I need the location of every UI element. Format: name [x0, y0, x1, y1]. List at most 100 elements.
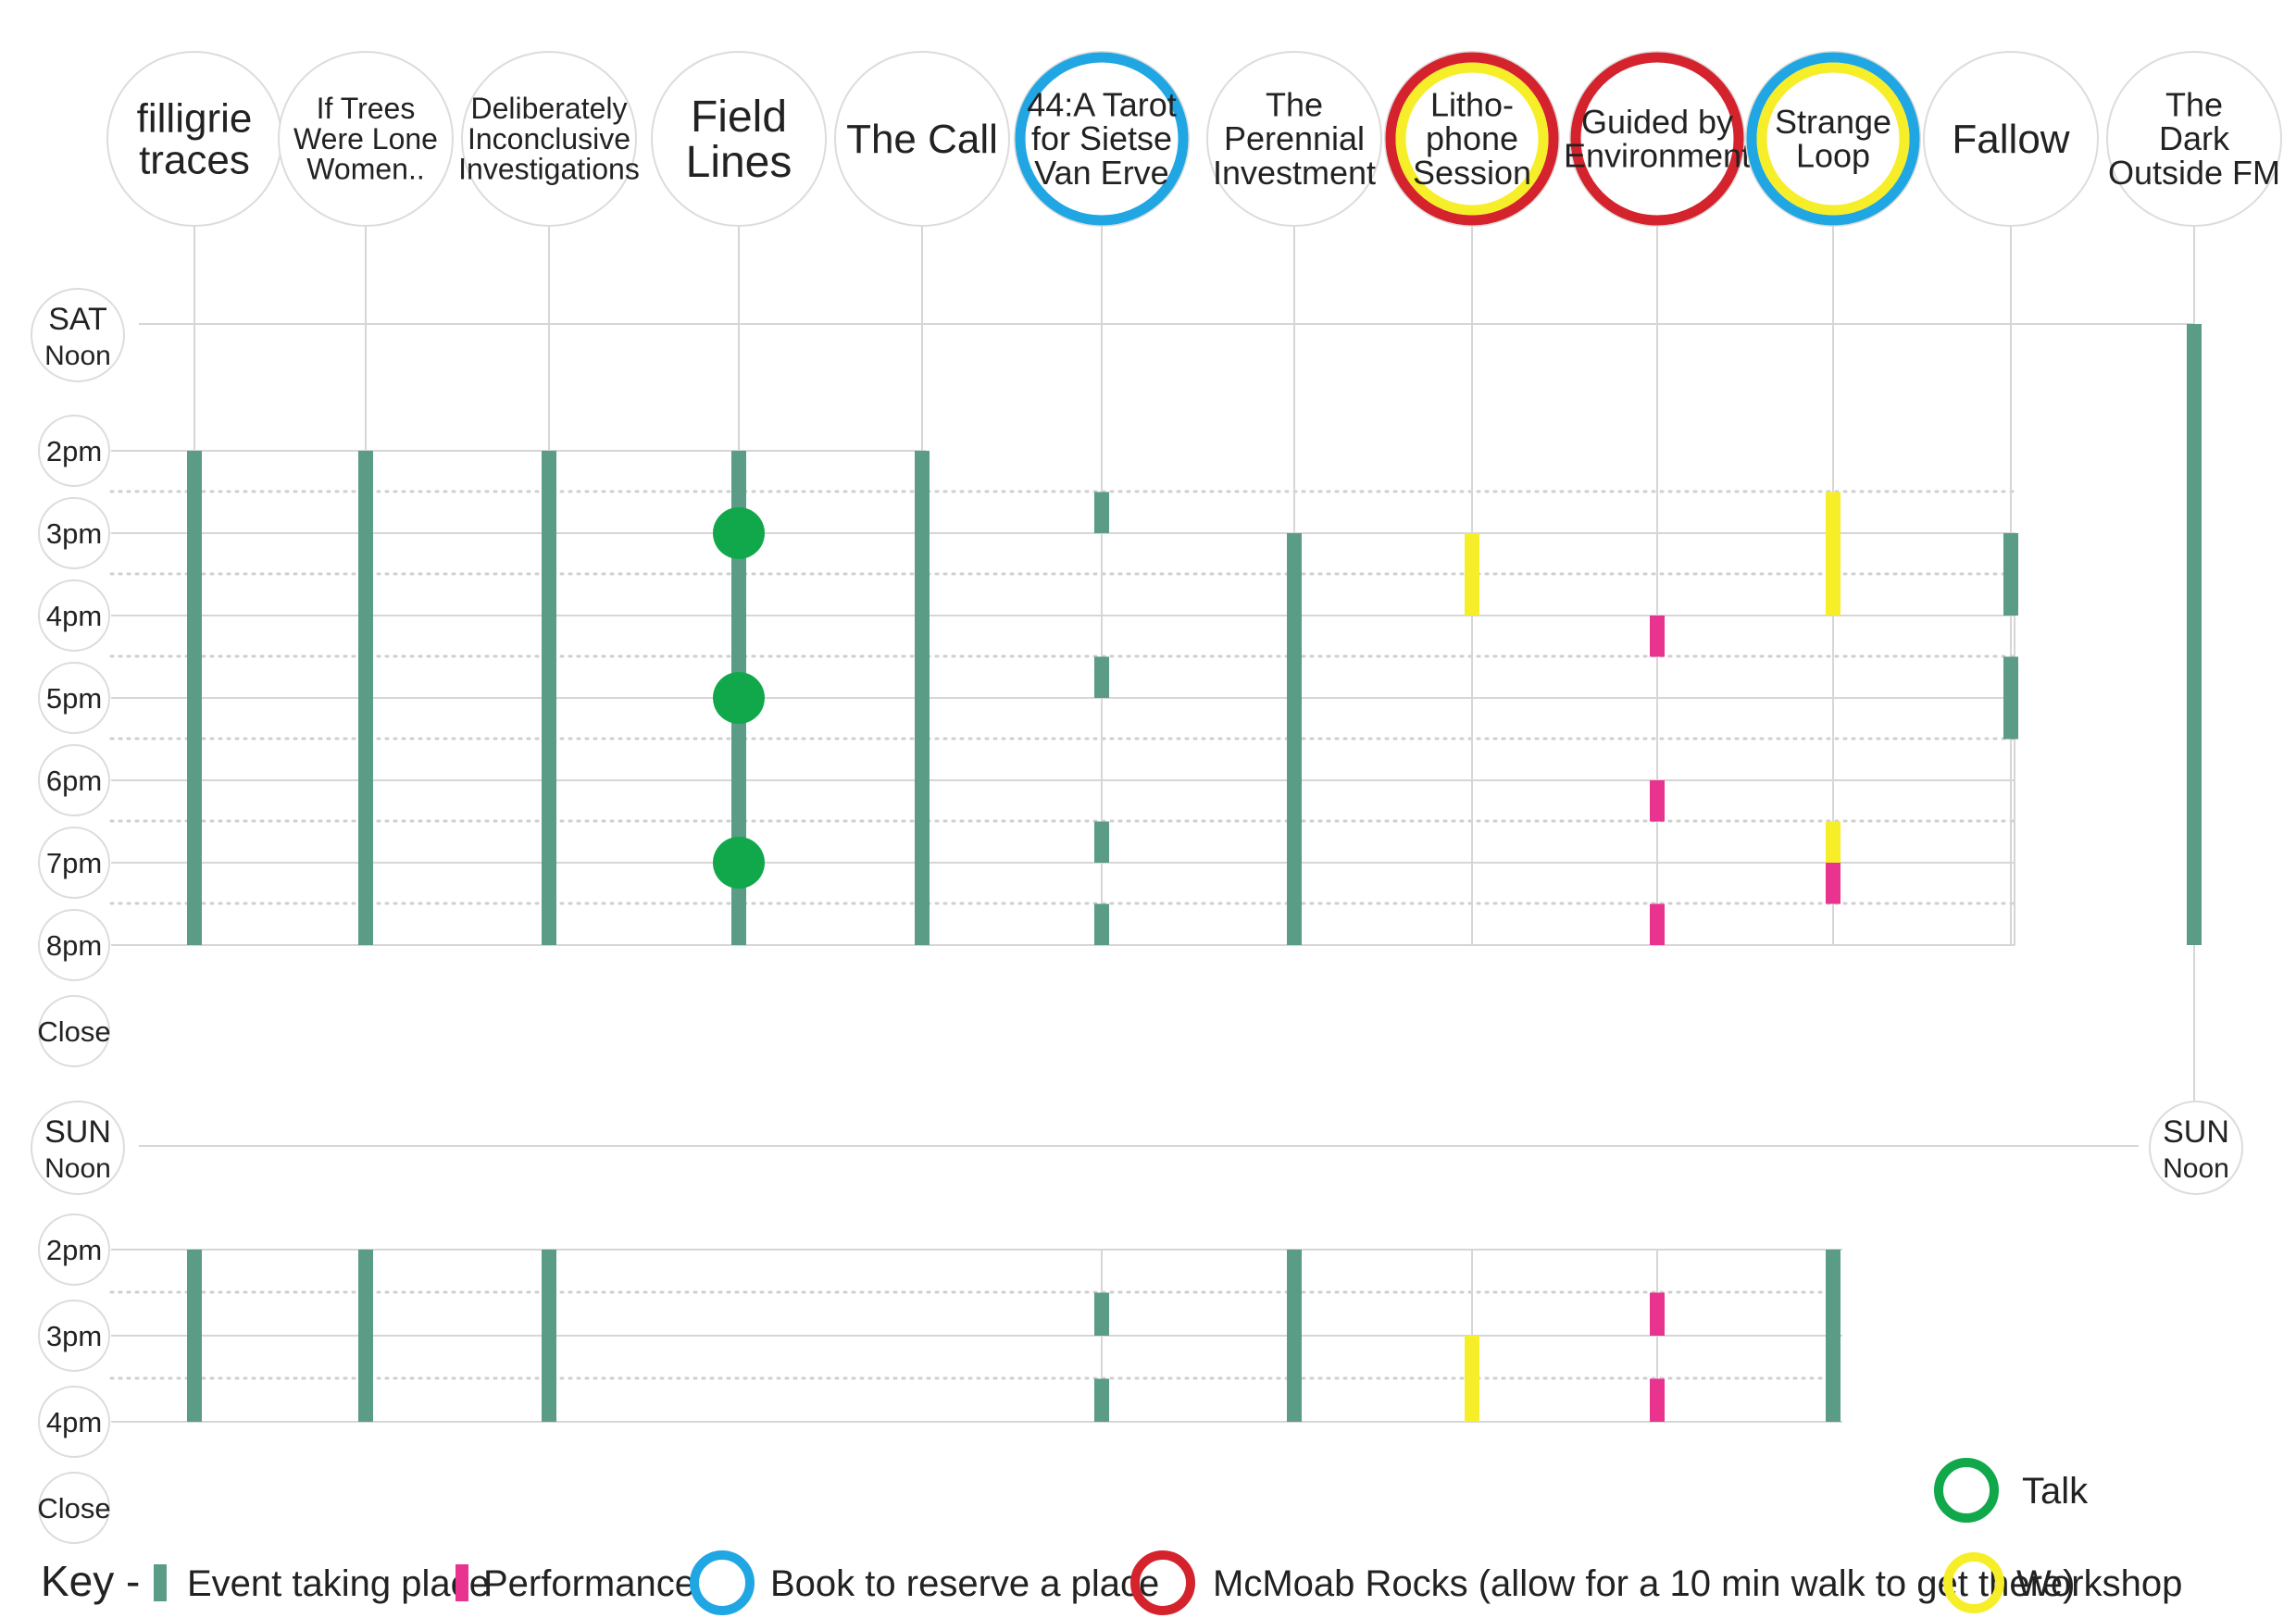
sunday-time-label: 2pm [38, 1214, 110, 1286]
event-title-line: for Sietse [1031, 119, 1172, 157]
time-circle [38, 744, 110, 816]
time-text: Close [37, 1492, 110, 1525]
time-text: 4pm [46, 1406, 102, 1438]
legend-performance-label: Performance [483, 1563, 695, 1604]
event-header: The Call [834, 51, 1010, 227]
legend-talk-ring [1934, 1458, 1999, 1523]
event-circle [2106, 51, 2282, 227]
sat-performance-bar [1826, 863, 1841, 904]
time-circle [38, 1386, 110, 1458]
event-title-line: The [1266, 86, 1323, 124]
talk-marker [713, 672, 765, 724]
event-circle [461, 51, 637, 227]
sat-performance-bar [1650, 616, 1665, 657]
sat-event-bar [542, 451, 556, 945]
legend-book-ring [690, 1550, 755, 1615]
event-title-line: Inconclusive [468, 122, 630, 156]
saturday-time-label: 3pm [38, 497, 110, 569]
time-text: 2pm [46, 435, 102, 467]
sun-event-bar [1826, 1250, 1841, 1422]
sat-event-bar [358, 451, 373, 945]
time-circle [38, 1214, 110, 1286]
sun-performance-bar [1650, 1292, 1665, 1336]
sun-performance-bar [1650, 1378, 1665, 1422]
noon-label: Noon [44, 1153, 111, 1184]
mcmoab-ring [1385, 52, 1559, 226]
time-text: 3pm [46, 1320, 102, 1352]
event-header: Fallow [1923, 51, 2099, 227]
saturday-time-label: 2pm [38, 415, 110, 487]
day-circle [31, 288, 125, 382]
legend-mcmoab-label: McMoab Rocks (allow for a 10 min walk to… [1213, 1563, 2075, 1604]
event-title-line: If Trees [317, 92, 416, 125]
event-title-line: The Call [846, 117, 998, 162]
event-title-line: Van Erve [1034, 154, 1168, 192]
event-title-line: Guided by [1581, 103, 1733, 141]
legend-workshop-ring [1943, 1552, 2004, 1613]
sat-event-bar [1094, 492, 1109, 533]
sat-workshop-bar [1826, 492, 1841, 616]
day-label: SUN [44, 1114, 111, 1150]
event-circle [278, 51, 454, 227]
legend-book-label: Book to reserve a place [770, 1563, 1159, 1604]
event-circle [651, 51, 827, 227]
sunday-time-label: Close [37, 1472, 111, 1544]
time-circle [38, 827, 110, 899]
time-text: 4pm [46, 600, 102, 632]
sat-performance-bar [1650, 903, 1665, 945]
event-title-line: phone [1426, 119, 1518, 157]
time-axis: SATNoonSUNNoonSUNNoon2pm3pm4pm5pm6pm7pm8… [31, 288, 2243, 1544]
book-ring [1746, 52, 1920, 226]
event-circle [1206, 51, 1382, 227]
time-text: 2pm [46, 1234, 102, 1266]
event-title-line: Strange [1775, 103, 1891, 141]
grid-lines [109, 226, 2195, 1423]
sat-workshop-bar [1465, 533, 1479, 616]
mcmoab-ring [1570, 52, 1744, 226]
event-circle [834, 51, 1010, 227]
sat-event-bar [1094, 821, 1109, 863]
event-title-line: Women.. [306, 153, 424, 186]
sat-event-bar [1094, 656, 1109, 698]
saturday-time-label: 6pm [38, 744, 110, 816]
event-circle [1014, 51, 1190, 227]
time-text: Close [37, 1015, 110, 1048]
sat-performance-bar [1650, 780, 1665, 822]
sat-event-bar [1287, 533, 1302, 945]
noon-label: Noon [2163, 1153, 2229, 1184]
legend-event-swatch [154, 1564, 167, 1601]
legend-event-label: Event taking place [187, 1563, 490, 1604]
event-title-line: Lines [686, 138, 792, 187]
time-circle [38, 415, 110, 487]
sat-event-bar [2003, 656, 2018, 740]
event-title-line: Session [1413, 154, 1531, 192]
event-title-line: Dark [2159, 119, 2230, 157]
time-text: 7pm [46, 847, 102, 879]
saturday-time-label: Close [37, 995, 111, 1067]
event-circle [1384, 51, 1560, 227]
event-title-line: traces [139, 137, 250, 182]
saturday-time-label: 8pm [38, 909, 110, 981]
sun-event-bar [358, 1250, 373, 1422]
event-circle [1923, 51, 2099, 227]
event-title-line: Fallow [1952, 117, 2069, 162]
sat-event-bar [187, 451, 202, 945]
sunday-time-label: 4pm [38, 1386, 110, 1458]
event-title-line: Field [691, 93, 787, 142]
sun-event-bar [1287, 1250, 1302, 1422]
event-title-line: Were Lone [293, 122, 438, 156]
time-text: 3pm [46, 517, 102, 550]
saturday-time-label: 4pm [38, 579, 110, 652]
event-title-line: 44:A Tarot [1027, 86, 1176, 124]
event-title-line: Outside FM [2108, 154, 2280, 192]
